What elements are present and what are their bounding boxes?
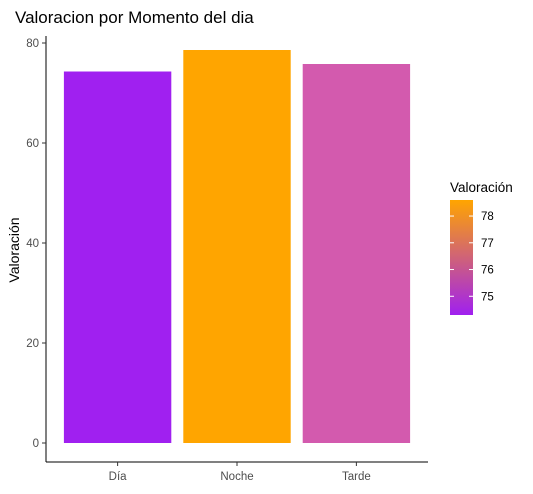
x-tick-label: Tarde bbox=[342, 471, 371, 483]
legend-colorbar bbox=[450, 200, 473, 315]
chart-title: Valoracion por Momento del dia bbox=[15, 8, 254, 27]
y-tick-label: 40 bbox=[26, 238, 39, 250]
bar-2 bbox=[302, 64, 411, 443]
x-axis: Día Noche Tarde bbox=[46, 461, 428, 483]
bar-0 bbox=[63, 71, 172, 443]
legend: Valoración 75 76 77 78 bbox=[450, 180, 513, 315]
legend-ticks: 75 76 77 78 bbox=[450, 211, 494, 303]
y-tick-label: 60 bbox=[26, 138, 39, 150]
legend-tick-label: 77 bbox=[481, 238, 494, 250]
y-axis: 0 20 40 60 80 bbox=[26, 36, 47, 462]
legend-tick-label: 76 bbox=[481, 265, 494, 277]
y-tick-label: 20 bbox=[26, 338, 39, 350]
y-tick-label: 0 bbox=[33, 438, 39, 450]
y-axis-title: Valoración bbox=[6, 217, 22, 282]
bar-1 bbox=[183, 50, 291, 443]
y-tick-label: 80 bbox=[26, 38, 39, 50]
legend-tick-label: 75 bbox=[481, 291, 494, 303]
legend-title: Valoración bbox=[450, 180, 513, 195]
legend-tick-label: 78 bbox=[481, 211, 494, 223]
bars-group bbox=[63, 50, 411, 443]
x-tick-label: Noche bbox=[220, 471, 253, 483]
x-tick-label: Día bbox=[109, 471, 128, 483]
